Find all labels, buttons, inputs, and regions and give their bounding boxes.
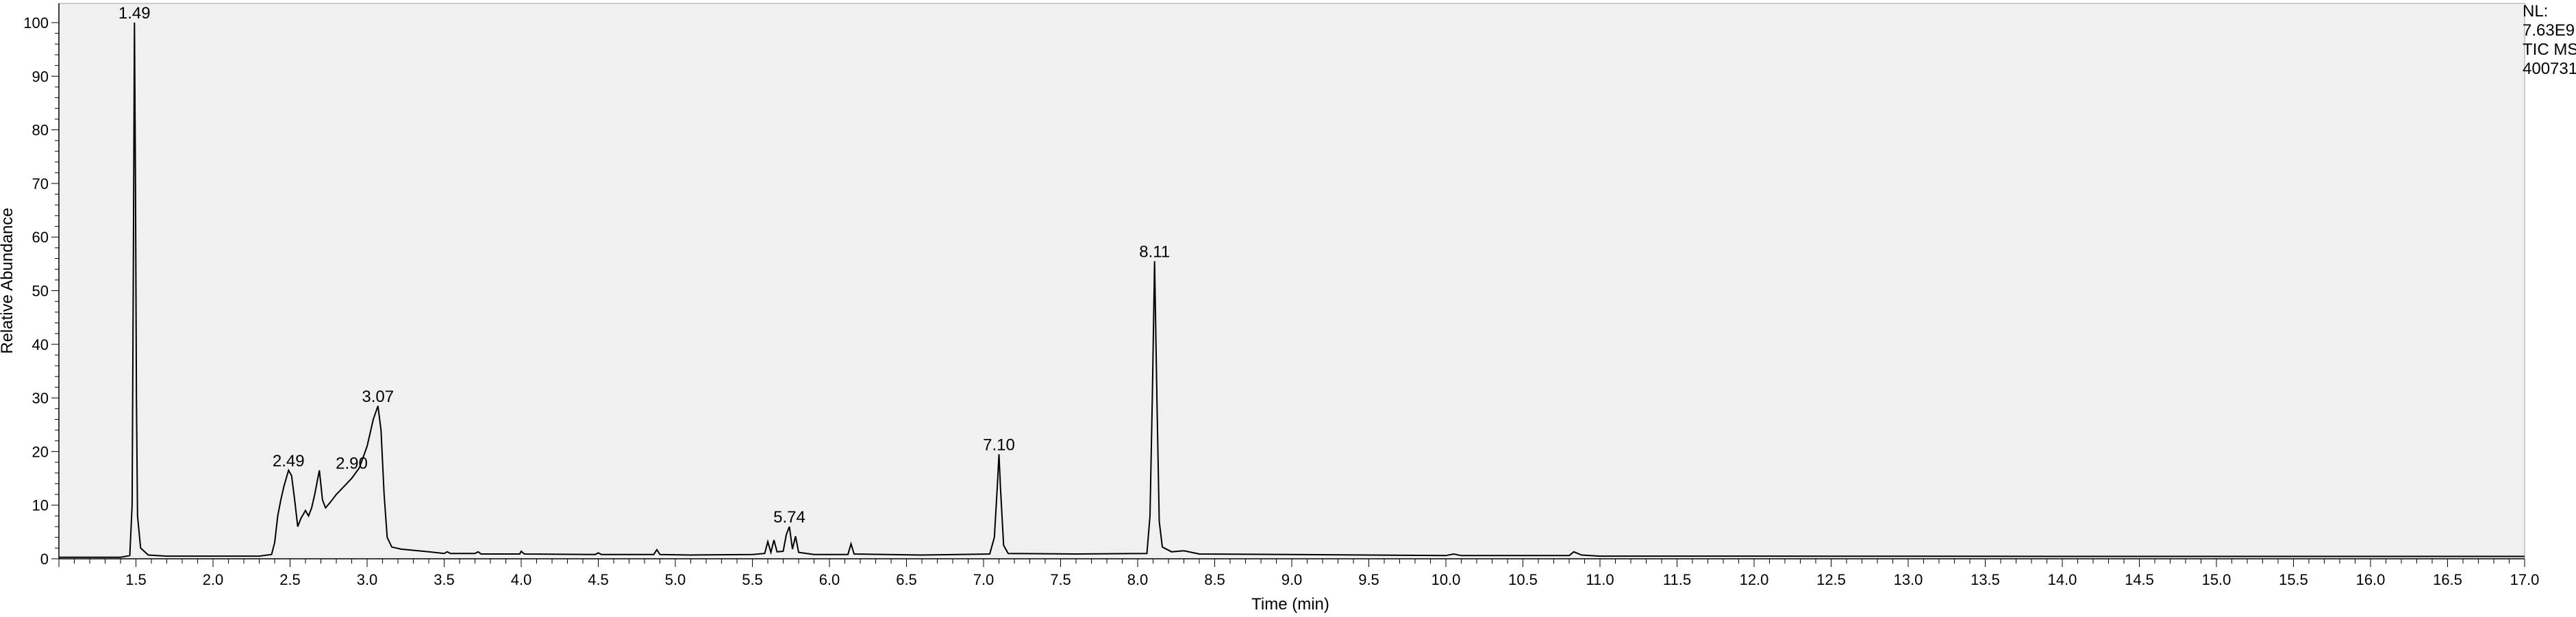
x-tick-label: 4.0 xyxy=(511,571,532,588)
y-tick-label: 10 xyxy=(32,497,49,514)
x-tick-label: 15.0 xyxy=(2202,571,2231,588)
info-nl-value: 7.63E9 xyxy=(2523,21,2575,40)
y-tick-label: 60 xyxy=(32,229,49,246)
y-tick-label: 40 xyxy=(32,336,49,353)
x-tick-label: 1.5 xyxy=(125,571,147,588)
x-tick-label: 13.5 xyxy=(1971,571,2000,588)
y-tick-label: 0 xyxy=(40,551,49,568)
y-tick-label: 30 xyxy=(32,390,49,407)
y-axis-title: Relative Abundance xyxy=(0,207,16,354)
x-tick-label: 8.5 xyxy=(1204,571,1225,588)
x-tick-label: 5.5 xyxy=(742,571,763,588)
y-tick-label: 50 xyxy=(32,283,49,300)
info-block: NL: 7.63E9 TIC MS 400731 xyxy=(2523,2,2576,78)
x-axis-title: Time (min) xyxy=(1251,595,1329,614)
x-tick-label: 4.5 xyxy=(588,571,609,588)
x-tick-label: 2.0 xyxy=(203,571,224,588)
x-tick-label: 12.5 xyxy=(1816,571,1846,588)
x-tick-label: 9.0 xyxy=(1281,571,1303,588)
y-tick-label: 90 xyxy=(32,68,49,85)
peak-label: 8.11 xyxy=(1139,242,1170,261)
info-trace-type: TIC MS xyxy=(2523,40,2576,59)
y-tick-label: 20 xyxy=(32,443,49,460)
x-tick-label: 10.5 xyxy=(1508,571,1538,588)
x-tick-label: 15.5 xyxy=(2279,571,2308,588)
peak-labels: 1.49 2.49 2.90 3.07 5.74 7.10 8.11 xyxy=(118,4,1170,527)
info-file-id: 400731 xyxy=(2523,60,2576,78)
peak-label: 2.90 xyxy=(336,455,368,473)
x-tick-label: 6.5 xyxy=(896,571,917,588)
x-tick-label: 14.0 xyxy=(2048,571,2077,588)
y-tick-label: 70 xyxy=(32,175,49,192)
x-tick-label: 16.0 xyxy=(2356,571,2386,588)
x-tick-label: 16.5 xyxy=(2433,571,2462,588)
x-tick-label: 3.5 xyxy=(434,571,455,588)
x-tick-label: 13.0 xyxy=(1894,571,1923,588)
info-nl-label: NL: xyxy=(2523,2,2548,21)
x-tick-label: 14.5 xyxy=(2125,571,2154,588)
x-tick-label: 7.5 xyxy=(1050,571,1071,588)
x-tick-label: 8.0 xyxy=(1127,571,1149,588)
x-tick-label: 12.0 xyxy=(1740,571,1769,588)
x-tick-label: 10.0 xyxy=(1431,571,1461,588)
x-tick-label: 11.5 xyxy=(1663,571,1691,588)
peak-label: 7.10 xyxy=(983,436,1015,454)
x-tick-label: 5.0 xyxy=(665,571,686,588)
x-tick-label: 2.5 xyxy=(279,571,301,588)
axes-layer: 0 10 20 30 40 50 60 70 80 90 100 1.5 2.0 2.5 3.0 3.5 4.0… xyxy=(23,3,2539,588)
plot-area-background xyxy=(58,3,2525,559)
x-tick-label: 3.0 xyxy=(357,571,378,588)
peak-label: 1.49 xyxy=(118,4,151,23)
x-tick-label: 7.0 xyxy=(973,571,995,588)
peak-label: 2.49 xyxy=(273,452,305,470)
x-tick-label: 17.0 xyxy=(2510,571,2540,588)
x-tick-label: 11.0 xyxy=(1586,571,1614,588)
y-tick-label: 80 xyxy=(32,122,49,139)
peak-label: 5.74 xyxy=(773,508,805,527)
y-tick-label: 100 xyxy=(23,14,49,32)
x-tick-label: 9.5 xyxy=(1358,571,1379,588)
peak-label: 3.07 xyxy=(362,388,394,406)
x-tick-label: 6.0 xyxy=(819,571,840,588)
tic-trace-line xyxy=(59,22,2525,558)
